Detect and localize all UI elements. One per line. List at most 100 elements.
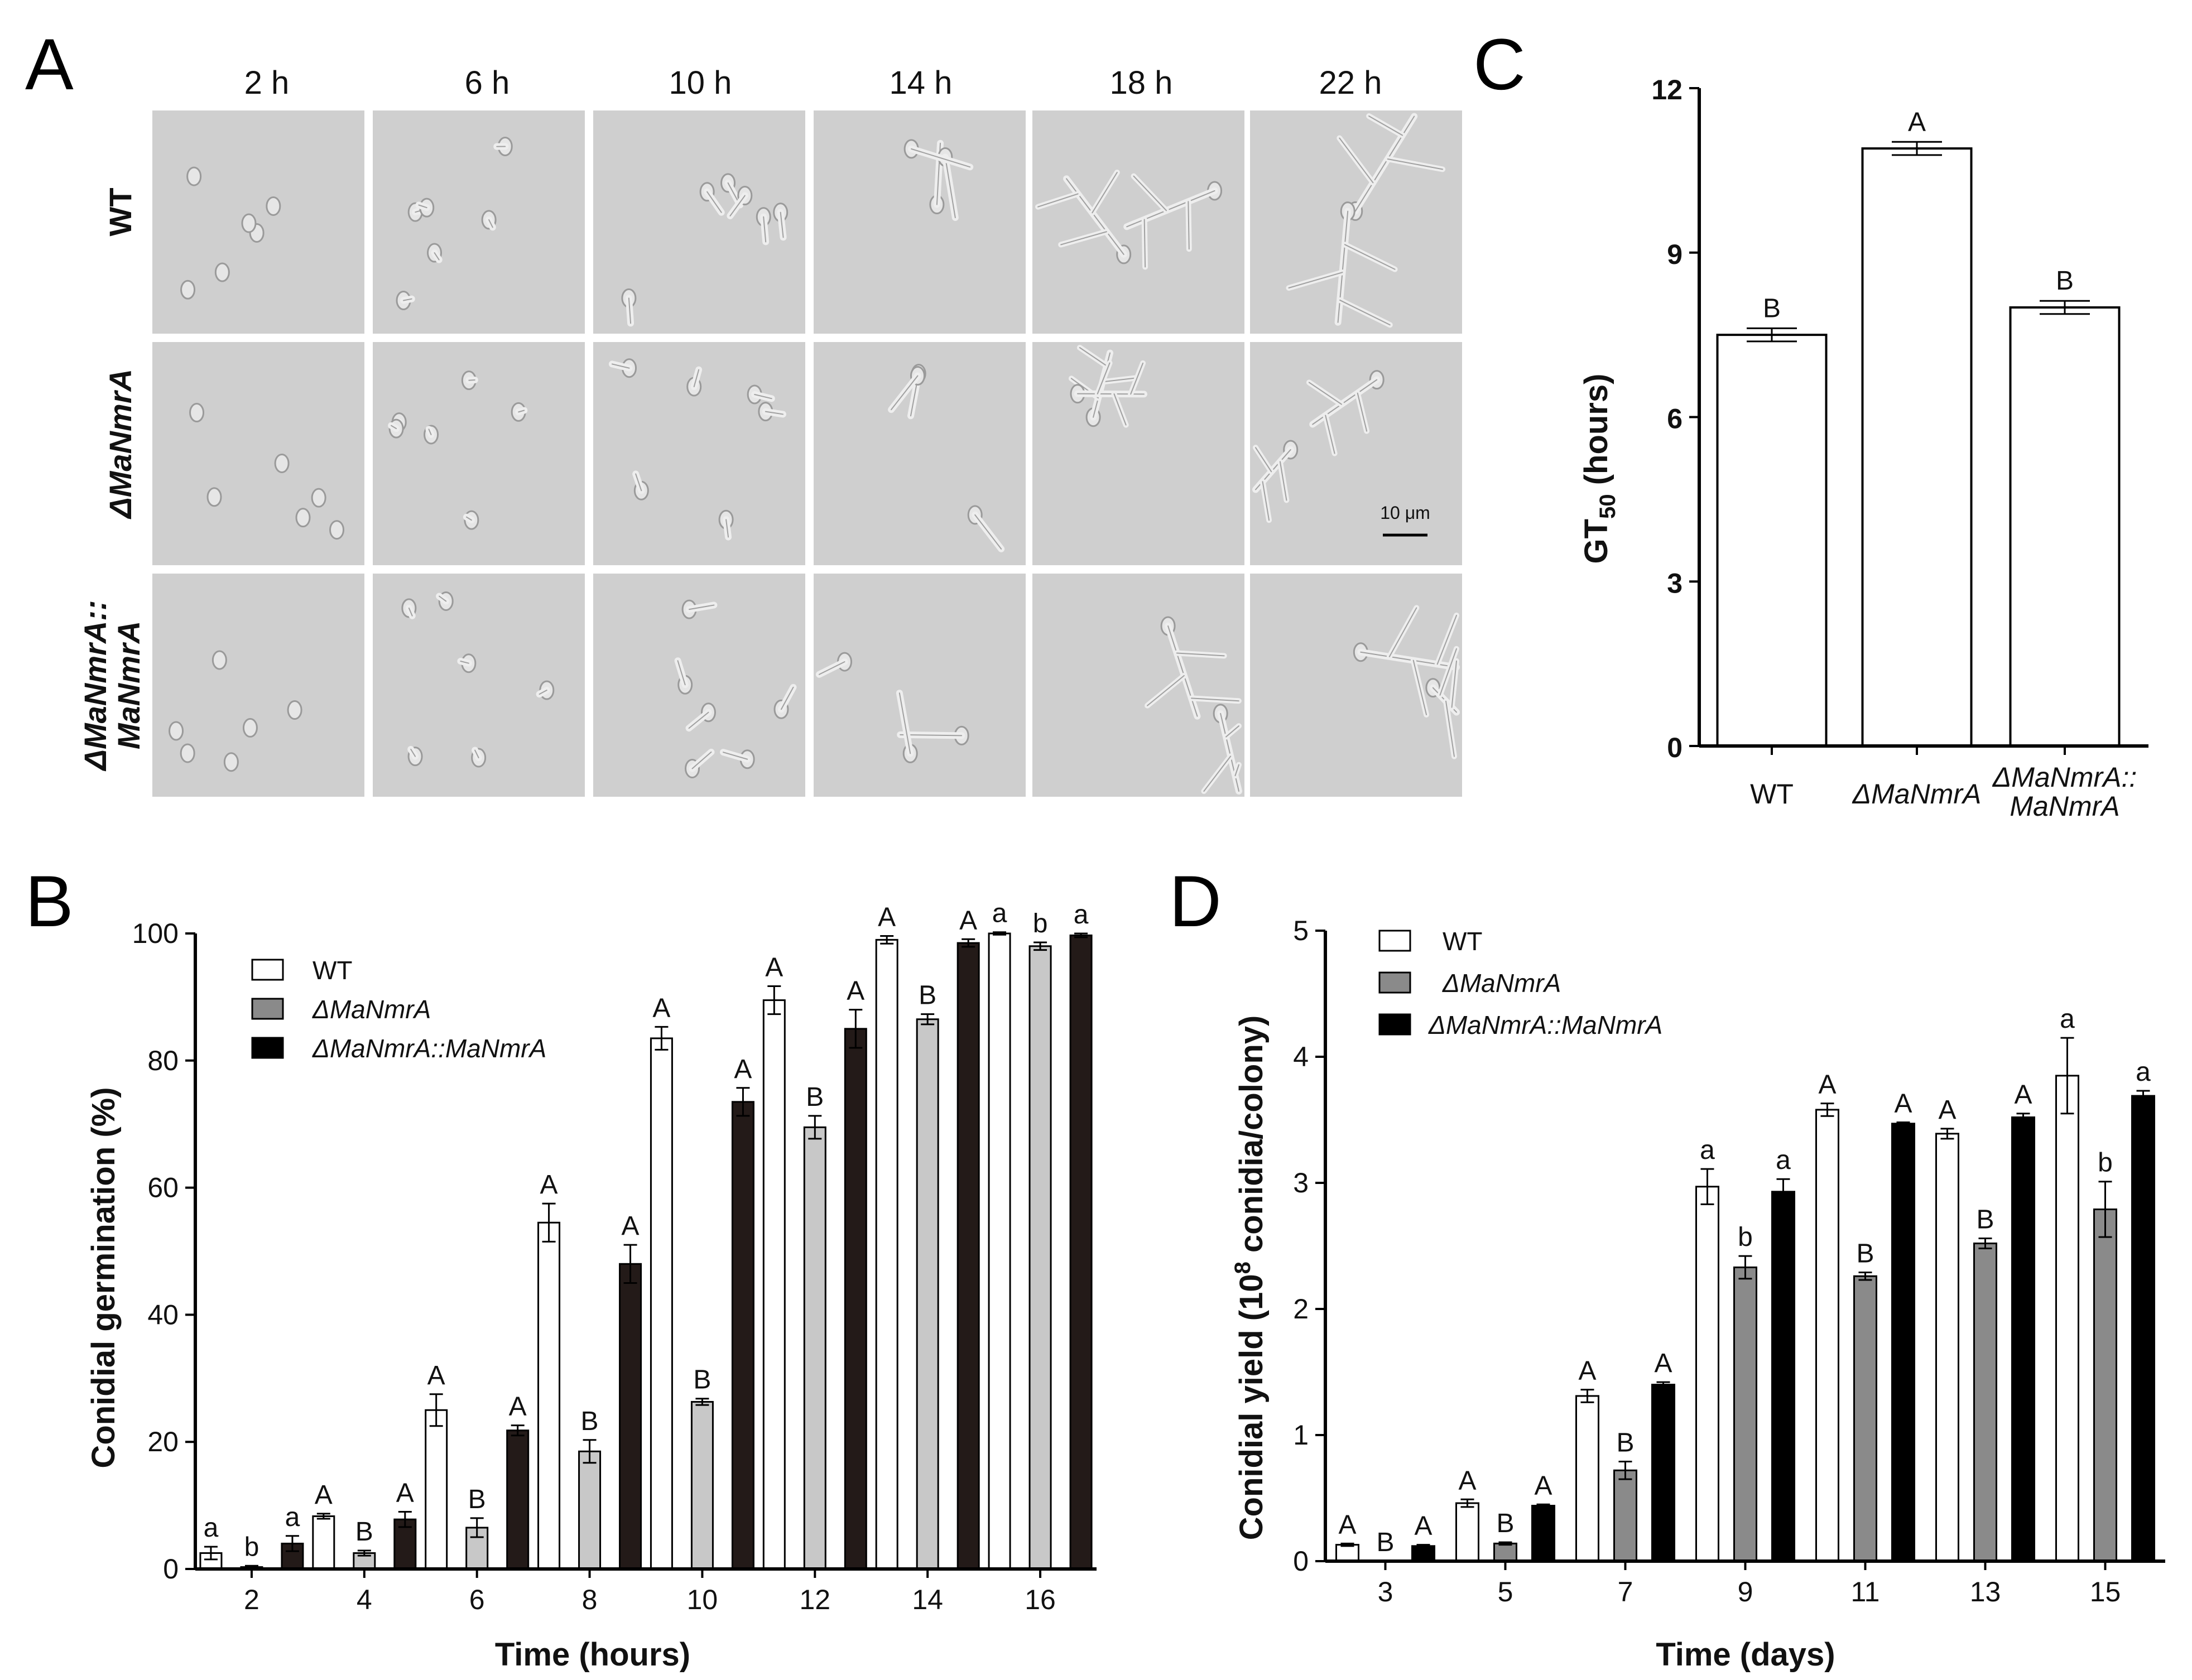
chart-d-letter-s0-c6: a (2060, 1004, 2075, 1034)
hypha-branch-edge (1133, 175, 1167, 211)
chart-d-letter-s1-c2: B (1616, 1428, 1634, 1457)
chart-d-bar-s1-c3 (1733, 1266, 1757, 1562)
hypha-branch-edge (1279, 461, 1287, 501)
hypha-edge (434, 252, 440, 261)
hypha-branch-edge (1436, 614, 1457, 665)
chart-b-bar-s1-c6 (916, 1018, 939, 1570)
chart-d-xtick-label-5: 13 (1970, 1576, 2001, 1607)
hypha-edge (1337, 210, 1349, 323)
legend-d-wt-swatch (1378, 930, 1411, 952)
hypha-edge (722, 752, 748, 760)
conidium (274, 453, 290, 473)
chart-b-bar-s2-c7 (1069, 934, 1093, 1570)
chart-b-letter-s0-c6: A (878, 903, 896, 932)
chart-d-xlabel: Time (days) (1656, 1636, 1835, 1673)
chart-d-bar-s1-c5 (1973, 1242, 1997, 1562)
chart-b-bar-s0-c6 (875, 938, 898, 1570)
chart-d-letter-s0-c5: A (1938, 1095, 1956, 1125)
hypha-edge (428, 429, 432, 435)
chart-d-letter-s1-c6: b (2098, 1148, 2113, 1178)
chart-d-letter-s2-c0: A (1414, 1511, 1432, 1541)
hypha-edge (706, 191, 722, 213)
legend-b-mutant-label: ΔMaNmrA (312, 995, 431, 1024)
hypha-branch-edge (1445, 700, 1455, 757)
chart-d-bar-s2-c1 (1531, 1505, 1555, 1562)
chart-d-bar-s0-c4 (1815, 1109, 1839, 1562)
chart-d-letter-s0-c0: A (1338, 1510, 1356, 1539)
hypha-edge (689, 604, 715, 610)
hypha-branch-edge (1357, 392, 1368, 432)
hypha-edge (677, 660, 686, 686)
chart-d-bar-s1-c6 (2093, 1208, 2117, 1562)
chart-d-bar-s0-c0 (1335, 1544, 1359, 1562)
hypha-edge (819, 661, 845, 675)
conidium (180, 280, 196, 300)
chart-c-ytick-label-4: 12 (1651, 74, 1683, 105)
hypha-edge (693, 369, 700, 388)
chart-d-letter-s0-c3: a (1700, 1135, 1715, 1165)
chart-d-bar-s0-c1 (1455, 1502, 1479, 1562)
chart-b-letter-s0-c0: a (204, 1513, 219, 1543)
chart-b-xtick-label-1: 4 (357, 1584, 372, 1615)
legend-b-mutant-swatch (251, 998, 284, 1020)
chart-b-bar-s0-c1 (312, 1515, 335, 1570)
hypha-edge (780, 686, 794, 710)
chart-b-letter-s0-c2: A (427, 1361, 445, 1390)
legend-d-complement-swatch (1378, 1013, 1411, 1036)
chart-d-bar-s2-c0 (1411, 1545, 1435, 1562)
hypha-edge (911, 148, 971, 168)
chart-b-letter-s0-c3: A (540, 1170, 558, 1200)
chart-d-xtick-label-4: 11 (1851, 1576, 1880, 1607)
hypha-branch-edge (1451, 660, 1457, 708)
panel-label-d: D (1169, 860, 1222, 942)
chart-d-ytick-label-4: 4 (1293, 1041, 1309, 1072)
chart-c-cat-wt: WT (1750, 778, 1794, 810)
legend-b-complement-swatch (251, 1037, 284, 1059)
hypha-branch-edge (1387, 158, 1444, 170)
row-label-mutant: ΔMaNmrA (103, 369, 138, 519)
hypha-edge (691, 751, 712, 769)
chart-b-bar-s2-c6 (956, 942, 980, 1570)
chart-d-xtick-label-0: 3 (1378, 1576, 1393, 1607)
chart-b-ytick-label-1: 20 (147, 1426, 179, 1457)
hypha-branch-edge (1191, 697, 1239, 702)
chart-d-ytick-label-2: 2 (1293, 1293, 1309, 1325)
hypha-branch-edge (1262, 481, 1270, 521)
chart-b-xtick-label-2: 6 (469, 1584, 485, 1615)
chart-d-ytick-label-1: 1 (1293, 1419, 1309, 1451)
hypha-edge (898, 692, 911, 754)
time-label-14h: 14 h (890, 65, 953, 101)
hypha-branch-edge (1339, 299, 1391, 326)
hypha-edge (1066, 178, 1124, 255)
hypha-edge (974, 514, 1002, 550)
chart-d-bar-s1-c1 (1493, 1542, 1517, 1562)
micrograph-r2-c4 (1032, 574, 1244, 797)
hypha-branch-edge (1225, 725, 1239, 738)
hypha-edge (628, 297, 632, 324)
chart-d-ytick-label-3: 3 (1293, 1167, 1309, 1198)
time-label-22h: 22 h (1319, 65, 1382, 101)
chart-d-ylabel: Conidial yield (108 conidia/colony) (1230, 1015, 1270, 1541)
legend-b-complement-label: ΔMaNmrA::MaNmrA (312, 1034, 546, 1063)
conidium (287, 700, 302, 720)
chart-d-ylabel-sup: 8 (1230, 1262, 1255, 1274)
hypha-edge (408, 607, 413, 617)
chart-b-bar-s1-c7 (1028, 945, 1052, 1570)
legend-b-wt-label: WT (313, 956, 353, 985)
hypha-branch-edge (1344, 244, 1396, 270)
chart-c-cat-complement-line1: ΔMaNmrA:: (1992, 762, 2137, 793)
chart-d-letter-s2-c4: A (1894, 1089, 1912, 1119)
conidium (223, 752, 239, 772)
chart-b-ytick-label-2: 40 (147, 1299, 179, 1330)
chart-d-letter-s2-c5: A (2014, 1080, 2032, 1110)
chart-b-letter-s1-c5: B (806, 1082, 824, 1112)
hypha-branch-edge (1339, 137, 1374, 184)
hypha-edge (635, 473, 642, 492)
hypha-branch-edge (1388, 607, 1417, 657)
hypha-edge (725, 519, 729, 538)
hypha-edge (780, 211, 784, 238)
hypha-branch-edge (1097, 362, 1111, 394)
chart-b-xtick-label-5: 12 (800, 1584, 831, 1615)
